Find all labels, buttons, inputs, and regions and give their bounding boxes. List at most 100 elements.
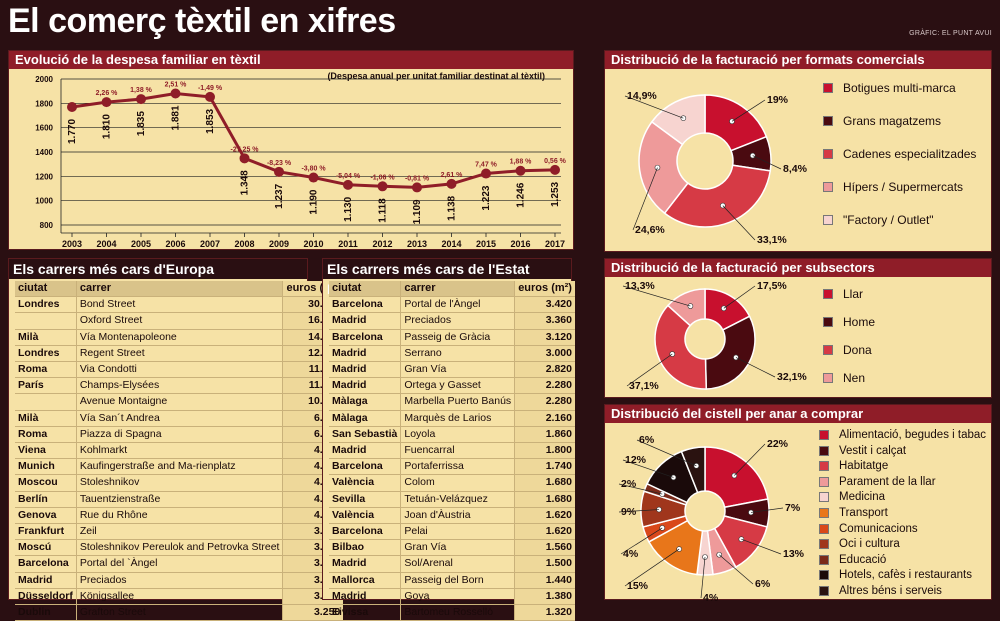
leader-line [731,99,766,122]
data-point [550,164,560,175]
table-row: Madrid Goya 1.380 [329,588,575,606]
slice-value-label: 15% [627,580,649,592]
value-label: 1.881 [171,105,182,130]
leader-line [750,507,784,513]
table-row: MoscouStoleshnikov4.424 [15,474,344,492]
pie-slice [680,446,706,494]
table-row: Dublin Grafton Street 3.250 [15,604,344,621]
street-cell: Tauentzienstraße [76,491,283,508]
leader-line [700,556,706,599]
pie-formats-panel: Distribució de la facturació per formats… [604,50,992,252]
table-row: Madrid Ortega y Gasset 2.280 [329,377,575,395]
legend-item: "Factory / Outlet" [823,213,934,227]
legend-item: Dona [823,343,872,357]
price-cell: 2.280 [514,393,575,411]
city-cell: Munich [15,458,77,476]
table-row: Madrid Sol/Arenal 1.500 [329,555,575,573]
city-cell: Moscou [15,474,77,492]
value-label: 1.130 [343,196,354,221]
x-tick-label: 2012 [372,239,392,249]
table-row: VienaKohlmarkt4.620 [15,442,344,460]
street-cell: Vía San´t Andrea [76,410,283,427]
value-label: 1.190 [309,189,320,214]
price-cell: 2.820 [514,361,575,379]
spain-streets-table: ciutat carrer euros (m²) Barcelona Portal de… [329,281,575,621]
city-cell: Bilbao [329,539,402,557]
street-cell: Grafton Street [76,604,283,621]
pie-basket-chart: 22% 7% 13% 6% 4% 15% 4% 9% 2% 12% 6% [618,434,805,601]
city-cell: Madrid [329,345,402,363]
legend-item: Alimentació, begudes i tabac [819,429,986,441]
y-tick-label: 800 [40,221,54,230]
x-tick-label: 2017 [545,239,565,249]
price-cell: 1.740 [514,458,575,476]
price-cell: 3.420 [514,296,575,314]
y-tick-label: 1200 [35,172,53,181]
price-cell: 1.620 [514,507,575,525]
pie-basket-title: Distribució del cistell per anar a compr… [605,405,991,423]
legend-swatch [823,317,833,327]
table-row: Madrid Gran Vía 2.820 [329,361,575,379]
data-point [274,166,284,177]
price-cell: 1.320 [514,604,575,621]
pct-change-label: -8,23 % [267,160,292,167]
street-cell: Via Condotti [76,361,283,379]
leader-line [722,205,756,241]
pct-change-label: 2,61 % [441,172,464,179]
x-tick-label: 2013 [407,239,427,249]
legend-item: Llar [823,287,863,301]
city-cell: Viena [15,442,77,460]
city-cell: Düsseldorf [15,588,77,606]
line-chart-title: Evolució de la despesa familiar en tèxti… [9,51,573,69]
y-tick-label: 1400 [35,148,53,157]
column-header: ciutat [15,281,77,298]
street-cell: Oxford Street [76,312,283,330]
street-cell: Preciados [76,572,283,589]
city-cell: Barcelona [329,329,402,346]
page-title: El comerç tèxtil en xifres [8,2,396,40]
legend-item: Hotels, cafès i restaurants [819,569,972,581]
slice-marker [729,118,735,125]
slice-value-label: 4% [703,592,719,601]
legend-item: Home [823,315,875,329]
europe-table-panel: Els carrers més cars d'Europa ciutat carr… [8,258,344,621]
slice-value-label: 12% [625,454,647,466]
street-cell: Stoleshnikov Pereulok and Petrovka Stree… [76,539,283,557]
data-point [101,97,112,108]
city-cell [15,312,77,330]
leader-line [626,353,673,387]
city-cell: Dublin [15,604,77,621]
table-row: FrankfurtZeil3.770 [15,523,344,541]
city-cell: Barcelona [329,523,402,541]
table-row: Oxford Street16.020 [15,312,344,330]
city-cell [15,393,77,411]
legend-label: Llar [843,287,864,301]
table-header-row: ciutat carrer euros (m²) [15,281,344,298]
city-cell: Màlaga [329,410,402,427]
street-cell: Colom [400,474,515,492]
street-cell: Loyola [400,426,515,444]
street-cell: Marbella Puerto Banús [400,393,515,411]
legend-item: Oci i cultura [819,538,900,550]
table-row: Barcelona Portal de l'Àngel 3.420 [329,296,575,314]
price-cell: 2.160 [514,410,575,427]
graphic-credit: GRÀFIC: EL PUNT AVUI [909,30,992,37]
leader-line [618,483,663,495]
slice-value-label: 24,6% [635,224,665,236]
pct-change-label: 7,47 % [475,162,498,169]
value-label: 1.118 [378,198,389,223]
table-row: Madrid Fuencarral 1.800 [329,442,575,460]
street-cell: Bond Street [76,296,283,314]
data-point [308,172,319,183]
legend-swatch [819,570,829,581]
legend-label: Vestit i calçat [839,444,907,457]
street-cell: Königsallee [76,588,283,606]
legend-label: Transport [839,507,888,519]
y-tick-label: 1600 [35,124,53,133]
table-row: San Sebastià Loyola 1.860 [329,426,575,444]
spain-table-title: Els carrers més cars de l'Estat Espanyol [323,259,571,297]
